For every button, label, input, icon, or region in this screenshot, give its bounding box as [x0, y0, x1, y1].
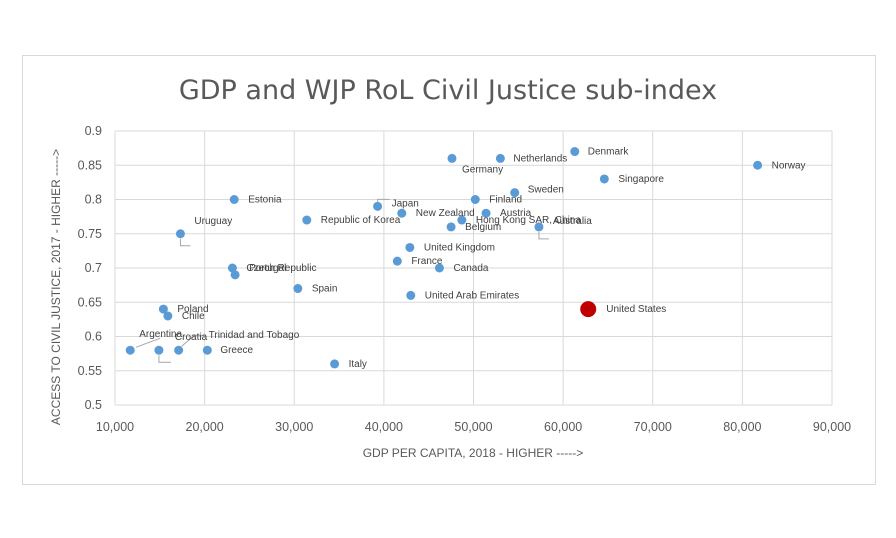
point-argentina — [125, 345, 135, 355]
point-sweden — [510, 188, 520, 198]
point-croatia — [154, 345, 164, 355]
point-label-germany: Germany — [462, 164, 503, 175]
point-republic-of-korea — [302, 215, 312, 225]
point-label-greece: Greece — [220, 345, 253, 356]
point-italy — [330, 359, 340, 369]
point-belgium — [446, 222, 456, 232]
label-leader-lines — [136, 198, 549, 363]
point-label-new-zealand: New Zealand — [416, 208, 475, 219]
point-portugal — [230, 270, 240, 280]
x-tick-label: 30,000 — [275, 420, 313, 434]
point-label-poland: Poland — [177, 304, 208, 315]
leader-line-uruguay — [179, 238, 191, 247]
point-label-united-states: United States — [606, 304, 666, 315]
point-label-singapore: Singapore — [618, 174, 664, 185]
point-label-italy: Italy — [349, 359, 367, 370]
point-united-arab-emirates — [406, 290, 416, 300]
y-axis-label: ACCESS TO CIVIL JUSTICE, 2017 - HIGHER -… — [49, 149, 63, 425]
point-spain — [293, 284, 303, 294]
data-points — [125, 147, 763, 369]
point-japan — [373, 201, 383, 211]
point-label-croatia: Croatia — [175, 332, 208, 343]
point-label-united-arab-emirates: United Arab Emirates — [425, 290, 520, 301]
leader-line-trinidad-and-tobago — [181, 334, 205, 347]
x-tick-label: 90,000 — [813, 420, 851, 434]
y-tick-label: 0.5 — [85, 398, 102, 412]
y-tick-label: 0.8 — [85, 193, 102, 207]
point-poland — [158, 304, 168, 314]
point-label-netherlands: Netherlands — [513, 153, 567, 164]
y-tick-label: 0.55 — [78, 364, 102, 378]
x-tick-label: 20,000 — [186, 420, 224, 434]
y-tick-label: 0.6 — [85, 330, 102, 344]
point-estonia — [229, 195, 239, 204]
x-tick-label: 10,000 — [96, 420, 134, 434]
point-label-sweden: Sweden — [528, 185, 564, 196]
point-label-france: France — [411, 256, 443, 267]
point-label-chile: Chile — [182, 311, 205, 322]
point-label-czech-republic: Czech Republic — [246, 263, 316, 274]
point-label-united-kingdom: United Kingdom — [424, 242, 495, 253]
x-tick-label: 50,000 — [454, 420, 492, 434]
point-australia — [534, 222, 544, 232]
point-label-hong-kong-sar-china: Hong Kong SAR, China — [476, 215, 582, 226]
point-label-trinidad-and-tobago: Trinidad and Tobago — [209, 330, 300, 341]
chart-title: GDP and WJP RoL Civil Justice sub-index — [179, 75, 717, 106]
point-uruguay — [175, 229, 185, 239]
point-new-zealand — [397, 208, 407, 218]
point-label-argentina: Argentina — [139, 329, 182, 340]
point-denmark — [570, 147, 580, 157]
point-label-spain: Spain — [312, 284, 338, 295]
leader-line-japan — [377, 198, 390, 203]
point-label-australia: Australia — [553, 216, 592, 227]
point-label-finland: Finland — [489, 195, 522, 206]
point-austria — [481, 208, 491, 218]
point-norway — [753, 160, 763, 170]
chart-frame — [22, 55, 876, 485]
point-finland — [470, 195, 480, 204]
point-label-japan: Japan — [392, 198, 419, 209]
point-hong-kong-sar-china — [457, 215, 467, 225]
point-chile — [163, 311, 173, 321]
point-france — [392, 256, 402, 266]
point-label-portugal: Portugal — [249, 263, 286, 274]
point-label-austria: Austria — [500, 208, 532, 219]
leader-line-argentina — [136, 337, 161, 348]
point-united-kingdom — [405, 242, 415, 252]
leader-line-croatia — [158, 355, 171, 363]
x-tick-label: 70,000 — [634, 420, 672, 434]
point-labels: Denmark Norway Germany Netherlands Singapore… — [139, 147, 805, 370]
y-tick-label: 0.85 — [78, 158, 102, 172]
x-tick-labels: 10,000 20,000 30,000 40,000 50,000 60,000 70,0… — [96, 420, 851, 434]
x-tick-label: 60,000 — [544, 420, 582, 434]
point-label-estonia: Estonia — [248, 195, 282, 206]
x-tick-label: 80,000 — [723, 420, 761, 434]
point-label-norway: Norway — [772, 160, 806, 171]
point-label-uruguay: Uruguay — [194, 216, 232, 227]
x-axis-label: GDP PER CAPITA, 2018 - HIGHER -----> — [363, 446, 584, 460]
point-trinidad-and-tobago — [174, 345, 184, 355]
point-netherlands — [495, 153, 505, 163]
leader-line-australia — [538, 231, 549, 240]
y-tick-label: 0.75 — [78, 227, 102, 241]
point-label-canada: Canada — [453, 263, 488, 274]
x-tick-label: 40,000 — [365, 420, 403, 434]
y-tick-label: 0.65 — [78, 295, 102, 309]
point-united-states — [580, 301, 597, 318]
point-germany — [447, 153, 457, 163]
point-greece — [202, 345, 212, 355]
point-label-denmark: Denmark — [588, 147, 630, 158]
point-singapore — [599, 174, 609, 184]
y-tick-label: 0.7 — [85, 261, 102, 275]
point-label-belgium: Belgium — [465, 222, 501, 233]
point-czech-republic — [227, 263, 237, 273]
y-tick-labels: 0.5 0.55 0.6 0.65 0.7 0.75 0.8 0.85 0.9 — [78, 124, 102, 412]
point-label-republic-of-korea: Republic of Korea — [321, 215, 401, 226]
y-tick-label: 0.9 — [85, 124, 102, 138]
point-canada — [434, 263, 444, 273]
